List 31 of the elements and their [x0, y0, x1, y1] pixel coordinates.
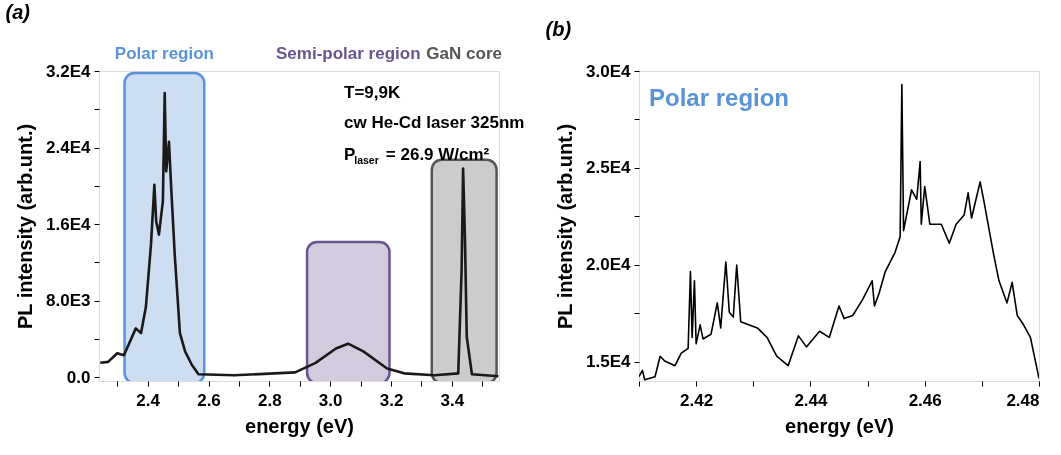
- y-tick-label: 2.0E4: [586, 255, 632, 275]
- chart-title: (a): [5, 1, 31, 23]
- x-tick-label: 2.48: [1006, 390, 1040, 410]
- band-label: Semi-polar region: [276, 44, 421, 63]
- x-tick-label: 3.4: [440, 390, 465, 410]
- x-tick-label: 2.6: [197, 390, 221, 410]
- annotation: Polar region: [649, 84, 790, 111]
- x-tick-label: 2.4: [136, 390, 161, 410]
- band-label: Polar region: [114, 44, 214, 63]
- annotation: cw He-Cd laser 325nm: [344, 113, 525, 132]
- x-tick-label: 2.8: [258, 390, 282, 410]
- x-axis-title: energy (eV): [785, 414, 894, 437]
- x-tick-label: 2.42: [680, 390, 714, 410]
- x-tick-label: 3.2: [379, 390, 404, 410]
- chart-title: (b): [545, 18, 572, 40]
- x-tick-label: 2.44: [794, 390, 829, 410]
- y-tick-label: 3.2E4: [46, 61, 92, 81]
- x-tick-label: 2.46: [908, 390, 942, 410]
- y-tick-label: 3.0E4: [586, 61, 632, 81]
- y-tick-label: 0.0: [66, 367, 91, 387]
- y-tick-label: 2.5E4: [586, 158, 632, 178]
- y-tick-label: 1.5E4: [586, 352, 632, 372]
- y-tick-label: 2.4E4: [46, 138, 92, 158]
- y-axis-title: PL intensity (arb.unt.): [554, 123, 577, 330]
- annotation: T=9,9K: [344, 83, 401, 102]
- y-tick-label: 8.0E3: [46, 291, 91, 311]
- x-axis-title: energy (eV): [245, 414, 354, 437]
- y-axis-title: PL intensity (arb.unt.): [14, 123, 37, 330]
- y-tick-label: 1.6E4: [46, 214, 92, 234]
- band-label: GaN core: [426, 44, 502, 63]
- x-tick-label: 3.0: [318, 390, 343, 410]
